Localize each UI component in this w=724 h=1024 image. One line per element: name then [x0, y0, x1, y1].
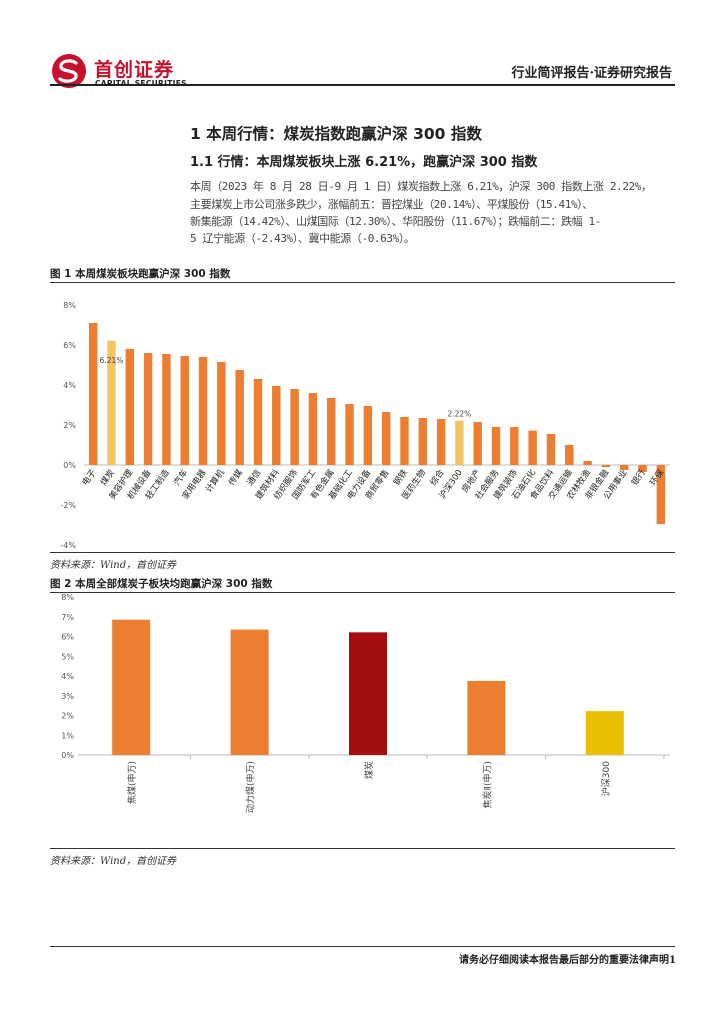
body-line-2: 主要煤炭上市公司涨多跌少，涨幅前五：晋控煤业（20.14%）、平煤股份（15.4… — [190, 198, 593, 211]
chart2-ytick-label: 3% — [61, 692, 74, 701]
body-line-3: 新集能源（14.42%）、山煤国际（12.30%）、华阳股份（11.67%）；跌… — [190, 215, 601, 228]
chart1-bar — [656, 465, 666, 524]
chart1-ytick-label: 8% — [63, 301, 76, 310]
figure2-source: 资料来源：Wind，首创证券 — [50, 856, 177, 867]
chart1-bar — [455, 420, 464, 465]
capital-securities-logo-icon — [52, 54, 86, 88]
chart1-bar — [235, 370, 244, 465]
figure1-source: 资料来源：Wind，首创证券 — [50, 560, 177, 571]
chart1-category-label: 传媒 — [226, 467, 245, 488]
subsection-title: 1.1 行情：本周煤炭板块上涨 6.21%，跑赢沪深 300 指数 — [190, 155, 538, 170]
chart1-bar — [290, 389, 299, 465]
chart1-ytick-label: -4% — [60, 541, 76, 550]
chart1-bar — [638, 465, 647, 472]
chart1-bar — [583, 461, 592, 465]
chart1-ytick-label: 2% — [63, 421, 76, 430]
chart2-category-label: 焦炭Ⅱ(申万) — [481, 761, 493, 808]
chart2-category-label: 动力煤(申万) — [245, 761, 257, 813]
logo-chinese-name: 首创证券 — [94, 59, 175, 81]
chart2-ytick-label: 4% — [61, 672, 74, 681]
chart2-ytick-label: 5% — [61, 652, 74, 661]
footer-divider — [50, 946, 675, 947]
chart1-bar — [125, 349, 134, 465]
chart1-bar — [546, 434, 556, 465]
chart1-bar — [363, 406, 373, 465]
chart1-category-label: 计算机 — [203, 467, 227, 495]
chart1-bar — [381, 412, 391, 465]
chart2-ytick-label: 1% — [61, 731, 74, 740]
chart2-category-label: 煤炭 — [363, 761, 375, 779]
chart1-bar — [253, 379, 263, 465]
figure1-top-rule — [50, 282, 675, 283]
chart2-category-label: 焦煤(申万) — [126, 761, 138, 804]
chart1-bar — [436, 419, 446, 465]
chart1-bar — [308, 393, 318, 465]
chart1-bar — [162, 354, 171, 465]
chart1-ytick-label: 6% — [63, 341, 76, 350]
figure2-title: 图 2 本周全部煤炭子板块均跑赢沪深 300 指数 — [50, 578, 273, 590]
chart2-bar — [112, 619, 151, 755]
section-title: 1 本周行情：煤炭指数跑赢沪深 300 指数 — [190, 125, 482, 143]
header-divider — [50, 84, 675, 86]
chart2-ytick-label: 8% — [61, 594, 74, 602]
chart1-bar — [198, 357, 208, 465]
chart1-ytick-label: -2% — [60, 501, 76, 510]
chart1-bar — [418, 418, 427, 465]
chart2-ytick-label: 2% — [61, 712, 74, 721]
figure2-bar-chart: 0% 1% 2% 3% 4% 5% 6% 7% 8% 焦煤(申万) 动力煤(申万) 煤炭 焦炭Ⅱ(申万)… — [61, 594, 670, 813]
body-line-1: 本周（2023 年 8 月 28 日-9 月 1 日）煤炭指数上涨 6.21%，… — [190, 180, 652, 193]
chart1-bar — [143, 353, 153, 465]
chart1-ytick-label: 0% — [63, 461, 76, 470]
chart2-bar — [467, 680, 506, 755]
chart1-ytick-label: 4% — [63, 381, 76, 390]
chart1-bar — [272, 386, 281, 465]
chart1-bar — [345, 404, 354, 465]
chart1-bar — [327, 398, 336, 465]
chart1-category-label: 汽车 — [171, 467, 190, 487]
chart1-bar — [528, 430, 537, 465]
chart1-data-label: 2.22% — [447, 410, 471, 419]
chart1-bar — [473, 422, 482, 465]
chart1-bar — [491, 427, 501, 465]
chart1-bar — [107, 340, 116, 465]
report-type-label: 行业简评报告·证券研究报告 — [511, 66, 672, 81]
figure1-bottom-rule — [50, 552, 675, 553]
chart1-bar — [88, 323, 98, 465]
chart2-bar — [349, 632, 387, 755]
body-line-4: 5 辽宁能源（-2.43%）、冀中能源（-0.63%）。 — [190, 232, 415, 245]
chart2-category-label: 沪深300 — [600, 761, 612, 796]
chart1-data-label: 6.21% — [100, 356, 124, 365]
chart1-bar — [400, 417, 409, 465]
chart1-bar — [565, 445, 574, 465]
chart1-bar — [620, 465, 629, 470]
chart2-ytick-label: 6% — [61, 633, 74, 642]
chart2-ytick-label: 0% — [61, 751, 74, 760]
chart1-bar — [601, 465, 611, 467]
chart1-bar — [217, 362, 226, 465]
chart2-bar — [585, 711, 624, 755]
chart1-bar — [180, 356, 189, 465]
figure2-bottom-rule — [50, 848, 675, 849]
chart2-bar — [230, 629, 269, 755]
figure1-title: 图 1 本周煤炭板块跑赢沪深 300 指数 — [50, 268, 231, 280]
figure2-top-rule — [50, 592, 675, 593]
logo-english-name: CAPITAL SECURITIES — [95, 79, 187, 88]
chart2-ytick-label: 7% — [61, 613, 74, 622]
chart1-bar — [510, 427, 519, 465]
chart1-category-label: 电子 — [80, 467, 99, 488]
legal-disclaimer-footer: 请务必仔细阅读本报告最后部分的重要法律声明1 — [459, 955, 676, 966]
